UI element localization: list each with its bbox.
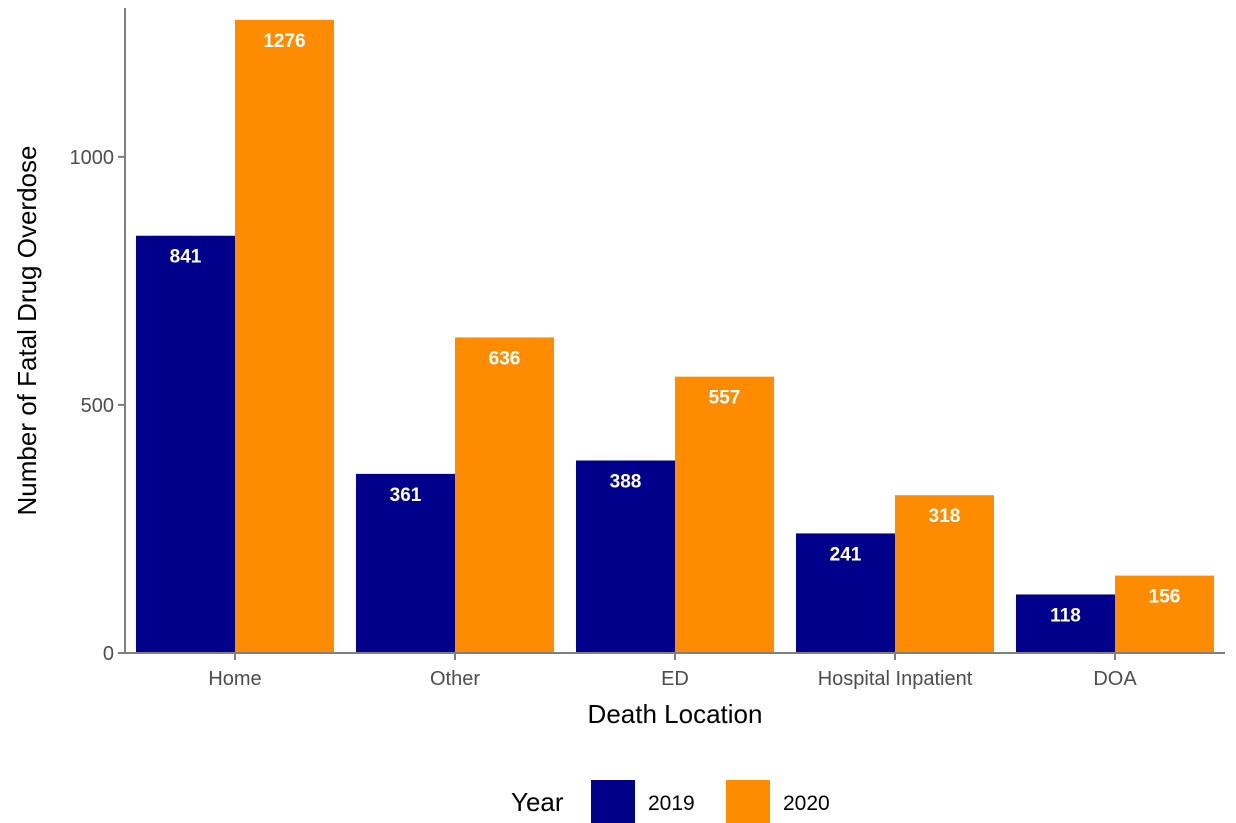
- bar-value-label: 241: [830, 544, 862, 565]
- legend-title: Year: [511, 787, 564, 817]
- x-tick-label: ED: [661, 668, 689, 690]
- bar-value-label: 636: [489, 348, 521, 369]
- bar-value-label: 318: [929, 506, 961, 527]
- bar-home-2020: [235, 19, 334, 653]
- x-axis-title: Death Location: [588, 699, 763, 729]
- bars-group: [136, 19, 1214, 653]
- bar-value-label: 1276: [263, 31, 305, 52]
- legend-swatch-2020: [726, 780, 770, 823]
- legend: Year 2019 2020: [511, 780, 830, 823]
- bar-value-label: 361: [390, 485, 422, 506]
- bar-ed-2019: [576, 460, 675, 653]
- x-tick-label: Hospital Inpatient: [818, 668, 973, 690]
- bar-hospital-inpatient-2019: [796, 533, 895, 653]
- legend-label-2019: 2019: [648, 792, 695, 815]
- x-tick-label: Other: [430, 668, 480, 690]
- bar-value-label: 557: [709, 388, 741, 409]
- bar-value-label: 156: [1149, 587, 1181, 608]
- y-tick-label: 0: [103, 643, 114, 665]
- bar-other-2019: [356, 473, 455, 653]
- bar-other-2020: [455, 337, 554, 653]
- y-tick-label: 1000: [70, 147, 115, 169]
- bar-doa-2020: [1115, 575, 1214, 653]
- y-tick-label: 500: [81, 395, 114, 417]
- y-ticks-group: 0 500 1000: [70, 147, 125, 665]
- bar-home-2019: [136, 235, 235, 653]
- x-ticks-group: Home Other ED Hospital Inpatient DOA: [208, 653, 1137, 690]
- bar-value-label: 118: [1050, 605, 1081, 626]
- legend-label-2020: 2020: [783, 792, 830, 815]
- legend-swatch-2019: [591, 780, 635, 823]
- x-tick-label: DOA: [1093, 668, 1137, 690]
- bar-doa-2019: [1016, 594, 1115, 653]
- bar-value-label: 841: [170, 247, 202, 268]
- bar-labels-group: 841 1276 361 636 388 557 241 318 118 156: [170, 31, 1181, 627]
- y-axis-title: Number of Fatal Drug Overdose: [12, 146, 42, 516]
- bar-value-label: 388: [610, 471, 642, 492]
- bar-ed-2020: [675, 376, 774, 653]
- bar-hospital-inpatient-2020: [895, 495, 994, 653]
- x-tick-label: Home: [208, 668, 261, 690]
